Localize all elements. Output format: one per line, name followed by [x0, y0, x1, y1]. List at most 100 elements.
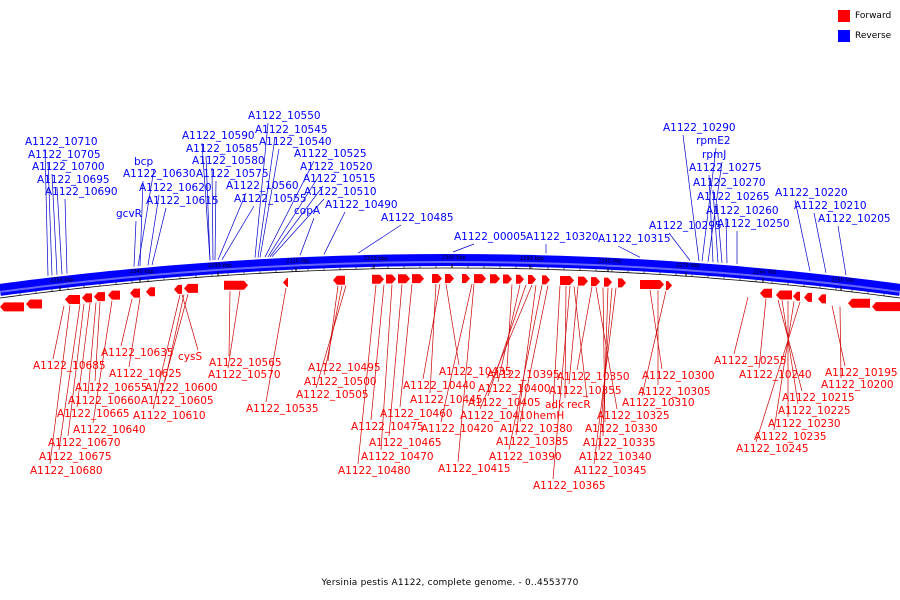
reverse-gene-label: A1122_10510	[304, 186, 377, 198]
forward-label-leader	[440, 283, 473, 423]
tick-label: 2320 kbp	[286, 258, 310, 264]
forward-label-leader	[76, 303, 91, 408]
forward-gene-label: A1122_10625	[109, 368, 182, 380]
reverse-label-leader	[837, 225, 847, 276]
forward-gene-arrow	[560, 276, 574, 286]
forward-label-leader	[265, 287, 287, 403]
reverse-label-leader	[56, 186, 63, 275]
forward-label-leader	[515, 285, 537, 436]
forward-gene-arrow	[618, 278, 626, 288]
forward-gene-arrow	[398, 274, 410, 284]
forward-label-leader	[602, 287, 606, 423]
legend-forward: Forward	[838, 8, 900, 24]
reverse-label-leader	[269, 185, 324, 257]
reverse-label-leader	[133, 220, 137, 267]
forward-gene-label: A1122_10225	[778, 405, 851, 417]
reverse-label-leader	[794, 199, 811, 272]
forward-label-leader	[733, 297, 749, 355]
reverse-gene-label: A1122_10615	[146, 195, 219, 207]
forward-gene-label: A1122_10240	[739, 369, 812, 381]
tick-label: 2340 kbp	[130, 269, 154, 275]
forward-gene-arrow	[604, 277, 612, 287]
forward-gene-arrow	[0, 302, 24, 312]
forward-label-leader	[388, 284, 403, 437]
forward-gene-label: A1122_10255	[714, 355, 787, 367]
forward-gene-label: A1122_10230	[768, 418, 841, 430]
forward-label-leader	[831, 305, 846, 367]
tick-label: 2280 kbp	[598, 259, 622, 265]
forward-gene-arrow	[174, 284, 182, 294]
forward-label-leader	[152, 294, 181, 410]
reverse-gene-label: A1122_10210	[794, 200, 867, 212]
forward-label-leader	[181, 294, 199, 351]
reverse-gene-label: A1122_10315	[598, 233, 671, 245]
forward-gene-arrow	[184, 283, 198, 293]
reverse-gene-label: A1122_10270	[693, 177, 766, 189]
forward-gene-label: A1122_10380	[500, 423, 573, 435]
forward-gene-label: A1122_10600	[145, 382, 218, 394]
forward-gene-arrow	[474, 274, 486, 284]
forward-gene-label: A1122_10235	[754, 431, 827, 443]
forward-gene-label: recR	[567, 399, 591, 411]
forward-label-leader	[445, 283, 460, 366]
reverse-gene-label: A1122_10260	[706, 205, 779, 217]
reverse-label-leader	[707, 161, 723, 262]
forward-gene-label: A1122_10680	[30, 465, 103, 477]
forward-gene-arrow	[528, 274, 536, 284]
reverse-strand-band	[0, 254, 900, 296]
forward-gene-arrow	[65, 295, 80, 305]
reverse-gene-label: A1122_10710	[25, 136, 98, 148]
reverse-gene-label: A1122_10560	[226, 180, 299, 192]
forward-label-leader	[120, 298, 133, 347]
forward-gene-label: A1122_10465	[369, 437, 442, 449]
reverse-label-leader	[211, 167, 214, 261]
forward-gene-features	[0, 274, 900, 312]
tick-label: 2310 kbp	[364, 256, 388, 262]
tick-label: 2290 kbp	[520, 256, 544, 262]
forward-gene-label: A1122_10460	[380, 408, 453, 420]
reverse-label-leader	[617, 245, 641, 258]
reverse-label-leader	[214, 180, 217, 261]
forward-label-leader	[49, 305, 71, 465]
forward-gene-arrow	[776, 290, 792, 300]
reverse-gene-label: A1122_10695	[37, 174, 110, 186]
reverse-gene-label: A1122_00005	[454, 231, 527, 243]
forward-label-leader	[552, 286, 571, 480]
reverse-gene-label: A1122_10690	[45, 186, 118, 198]
reverse-label-leader	[668, 232, 691, 261]
forward-gene-arrow	[516, 274, 524, 284]
reverse-gene-label: A1122_10585	[186, 143, 259, 155]
forward-label-leader	[92, 300, 113, 424]
forward-label-leader	[758, 298, 767, 369]
forward-label-leader	[508, 285, 543, 451]
forward-label-leader	[160, 294, 189, 395]
forward-gene-label: A1122_10300	[642, 370, 715, 382]
forward-gene-label: A1122_10400	[478, 383, 551, 395]
forward-gene-arrow	[333, 275, 345, 285]
reverse-gene-label: A1122_10555	[234, 193, 307, 205]
legend-reverse-label: Reverse	[855, 31, 892, 41]
forward-gene-arrow	[640, 280, 664, 290]
forward-label-leader	[429, 284, 437, 394]
forward-gene-label: A1122_10500	[304, 376, 377, 388]
genome-backbone	[0, 254, 900, 299]
forward-gene-arrow	[793, 291, 800, 301]
reverse-gene-label: gcvR	[116, 208, 142, 220]
forward-gene-label: A1122_10200	[821, 379, 894, 391]
forward-label-leader	[576, 286, 593, 371]
forward-label-leader	[87, 302, 97, 395]
reverse-label-leader	[323, 211, 346, 255]
forward-gene-arrow	[283, 277, 288, 287]
reverse-gene-label: A1122_10490	[325, 199, 398, 211]
forward-label-leader	[781, 300, 799, 405]
forward-gene-label: A1122_10675	[39, 451, 112, 463]
forward-gene-label: A1122_10410	[460, 410, 533, 422]
reverse-gene-label: A1122_10265	[697, 191, 770, 203]
forward-gene-label: A1122_10395	[487, 369, 560, 381]
forward-gene-arrow	[542, 275, 550, 285]
reverse-gene-label: A1122_10540	[259, 136, 332, 148]
reverse-gene-label: A1122_10550	[248, 110, 321, 122]
legend: Forward Reverse	[838, 8, 900, 48]
reverse-label-leader	[201, 142, 211, 261]
forward-gene-label: A1122_10660	[68, 395, 141, 407]
